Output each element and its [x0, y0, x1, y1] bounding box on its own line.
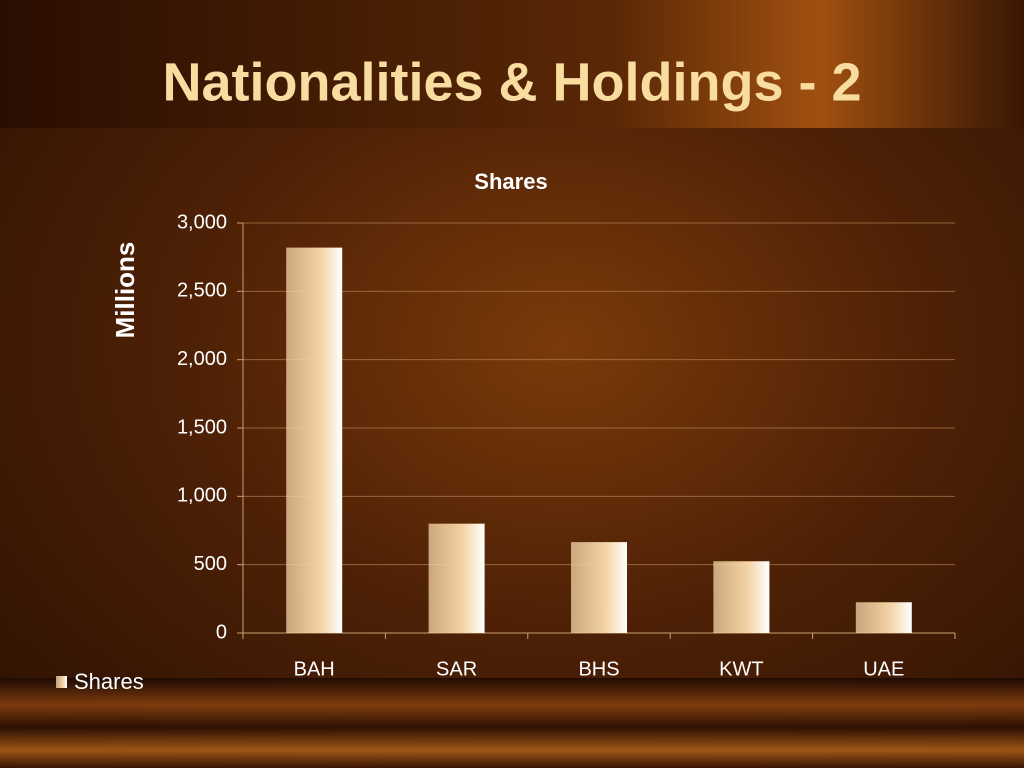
bar [855, 602, 912, 633]
y-axis-label: Millions [110, 242, 140, 339]
y-tick-label: 1,500 [177, 416, 227, 438]
legend-swatch [56, 676, 67, 688]
title-band [0, 0, 1024, 128]
y-tick-label: 2,000 [177, 348, 227, 370]
y-tick-label: 0 [216, 621, 227, 643]
x-tick-label: SAR [436, 658, 477, 680]
plot: 0 500 1,000 1,500 2,000 2,500 3,000 BAH SAR BHS KW… [56, 211, 956, 694]
y-tick-label: 1,000 [177, 485, 227, 507]
x-tick-label: UAE [863, 658, 904, 680]
legend-label: Shares [74, 669, 144, 694]
slide-title: Nationalities & Holdings - 2 [162, 52, 861, 112]
x-tick-label: BAH [294, 658, 335, 680]
y-tick-label: 500 [194, 553, 227, 575]
bar [571, 542, 627, 633]
bar [428, 523, 485, 633]
x-tick-label: BHS [578, 658, 619, 680]
y-tick-label: 3,000 [177, 211, 227, 233]
chart-title: Shares [474, 169, 547, 194]
bar [713, 561, 770, 633]
x-tick-label: KWT [719, 658, 763, 680]
bottom-band [0, 678, 1024, 768]
y-tick-label: 2,500 [177, 280, 227, 302]
bar [286, 247, 343, 633]
